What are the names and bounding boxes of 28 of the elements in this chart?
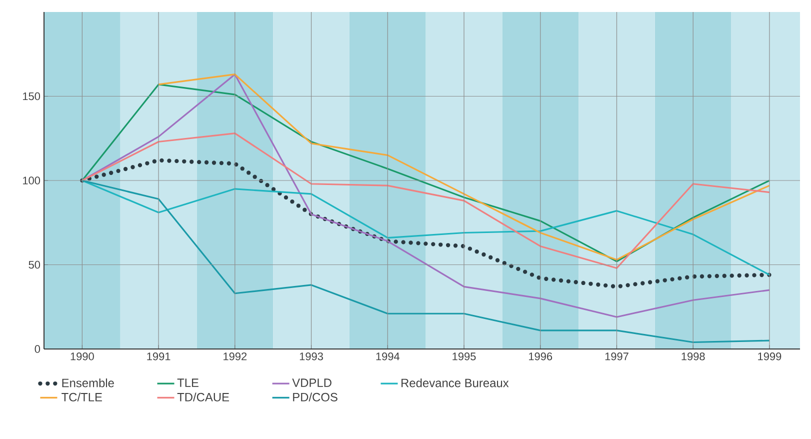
line-series: [81, 84, 770, 262]
legend-label: PD/COS: [293, 392, 338, 402]
legend-label: TD/CAUE: [177, 392, 230, 402]
line-series: [158, 74, 770, 260]
x-tick-label: 1992: [224, 352, 247, 360]
legend-label: VDPLD: [292, 378, 332, 387]
x-tick-label: 1994: [376, 352, 400, 360]
x-tick-label: 1999: [758, 352, 782, 360]
y-tick-label: 0: [34, 345, 40, 353]
line-series: [81, 132, 770, 269]
legend-label: TC/TLE: [62, 392, 102, 402]
y-tick-label: 50: [28, 260, 40, 269]
x-tick-label: 1991: [147, 352, 170, 360]
x-tick-label: 1997: [605, 352, 628, 360]
y-tick-label: 150: [23, 92, 40, 100]
y-tick-label: 100: [23, 176, 40, 184]
line-series: [81, 74, 770, 318]
line-series: [81, 180, 770, 276]
legend-label: Ensemble: [62, 378, 114, 388]
line-series: [81, 180, 770, 344]
x-tick-label: 1995: [452, 352, 476, 360]
legend-label: Redevance Bureaux: [402, 378, 509, 388]
x-tick-label: 1996: [529, 352, 552, 360]
x-tick-label: 1993: [300, 352, 323, 360]
line-series: [80, 158, 772, 289]
x-tick-label: 1998: [682, 352, 705, 360]
x-tick-label: 1990: [70, 352, 94, 360]
legend-label: TLE: [177, 378, 198, 387]
